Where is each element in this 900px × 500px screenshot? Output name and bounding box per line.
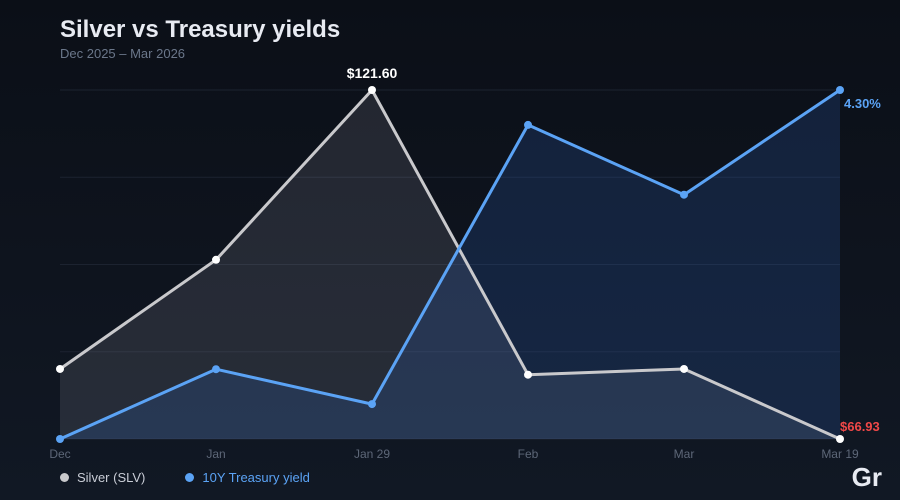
x-tick-label: Mar [674,447,695,461]
data-point [680,364,688,373]
data-point [680,190,688,199]
x-tick-label: Mar 19 [821,447,859,461]
chart-title: Silver vs Treasury yields [60,16,341,43]
data-point [212,365,220,374]
data-point [368,86,376,94]
legend-item-silver[interactable]: Silver (SLV) [60,470,145,485]
legend: Silver (SLV) 10Y Treasury yield [60,470,310,485]
data-point [836,435,844,443]
last-label-treasury: 4.30% [844,96,881,111]
chart-subtitle: Dec 2025 – Mar 2026 [60,46,186,61]
data-point [212,255,220,264]
max-label: $121.60 [347,65,398,81]
data-point [56,364,64,373]
x-tick-label: Feb [518,447,539,461]
data-point [524,370,532,379]
last-label-silver: $66.93 [840,419,880,434]
x-tick-label: Dec [49,447,70,461]
data-point [56,435,64,443]
data-point [524,120,532,129]
legend-label: 10Y Treasury yield [202,470,310,485]
line-silver [59,88,841,441]
line-treasury [59,88,841,441]
legend-item-treasury[interactable]: 10Y Treasury yield [185,470,310,485]
x-tick-label: Jan [206,447,225,461]
x-tick-label: Jan 29 [354,447,390,461]
logo: Gr [851,462,882,492]
legend-swatch-silver [60,473,69,482]
legend-swatch-treasury [185,473,195,482]
data-point [368,400,376,409]
data-point [836,86,844,94]
legend-label: Silver (SLV) [77,470,146,485]
